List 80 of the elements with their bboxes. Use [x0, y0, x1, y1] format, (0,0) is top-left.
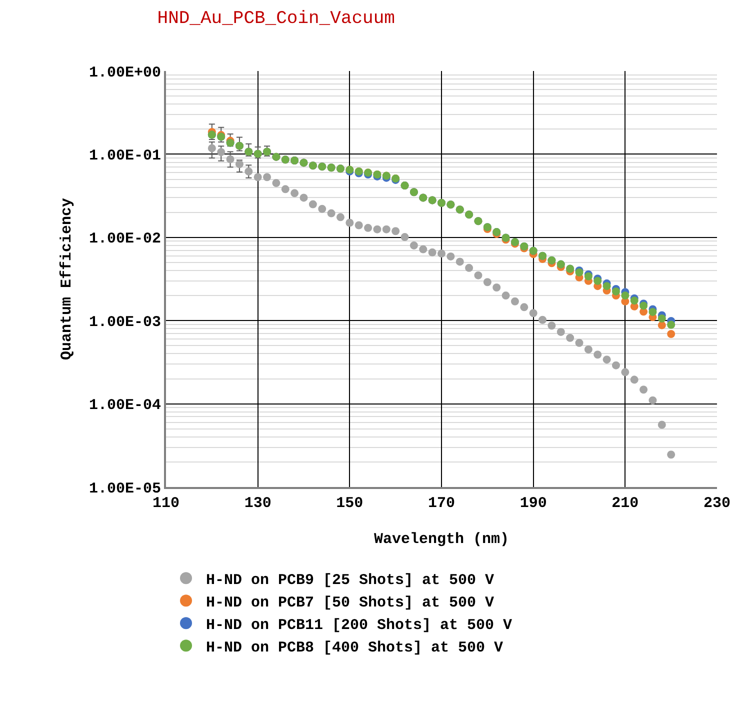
point	[235, 160, 244, 168]
point	[308, 200, 317, 208]
legend-label: H-ND on PCB9 [25 Shots] at 500 V	[206, 572, 494, 589]
point	[630, 296, 638, 305]
x-tick-label: 130	[244, 495, 272, 512]
point	[446, 252, 455, 260]
point	[658, 420, 666, 429]
point	[400, 233, 409, 242]
point	[566, 334, 574, 342]
point	[612, 361, 620, 370]
point	[621, 292, 630, 300]
point	[336, 213, 344, 222]
x-tick-label: 110	[152, 495, 180, 512]
point	[575, 338, 584, 347]
y-axis-title: Quantum Efficiency	[58, 198, 76, 360]
point	[419, 245, 428, 254]
y-tick-label: 1.00E+00	[88, 64, 161, 82]
point	[529, 309, 538, 318]
y-tick-label: 1.00E-05	[88, 480, 161, 498]
legend-label: H-ND on PCB8 [400 Shots] at 500 V	[206, 639, 504, 656]
point	[502, 292, 510, 300]
point	[318, 204, 326, 213]
point	[346, 218, 354, 227]
point	[226, 155, 234, 164]
point	[612, 287, 620, 296]
point	[658, 314, 666, 322]
point	[456, 258, 464, 266]
point	[594, 350, 602, 359]
point	[217, 148, 226, 156]
point	[254, 173, 262, 182]
point	[602, 356, 611, 364]
point	[354, 221, 363, 230]
point	[538, 316, 547, 324]
point	[272, 179, 280, 188]
point	[465, 264, 474, 272]
point	[548, 322, 556, 330]
y-tick-label: 1.00E-01	[88, 147, 161, 164]
point	[263, 173, 272, 182]
point	[438, 250, 446, 258]
point	[492, 283, 501, 292]
point	[382, 225, 390, 234]
point	[410, 241, 418, 250]
point	[244, 167, 253, 176]
point	[584, 345, 592, 354]
point	[483, 278, 492, 286]
point	[667, 330, 676, 338]
point	[392, 227, 400, 236]
point	[364, 224, 372, 232]
point	[658, 321, 666, 330]
x-tick-label: 190	[520, 495, 547, 512]
point	[327, 209, 336, 218]
point	[428, 248, 436, 256]
legend-label: H-ND on PCB11 [200 Shots] at 500 V	[206, 616, 512, 634]
point	[640, 386, 648, 394]
x-tick-label: 210	[612, 495, 639, 512]
point	[281, 185, 290, 194]
point	[520, 303, 528, 312]
y-tick-label: 1.00E-02	[88, 230, 161, 248]
x-tick-label: 170	[428, 495, 456, 512]
point	[667, 450, 676, 459]
point	[602, 282, 611, 290]
point	[510, 297, 519, 306]
point	[300, 194, 308, 202]
point	[556, 328, 565, 336]
x-tick-label: 150	[336, 495, 364, 512]
point	[621, 368, 630, 376]
point	[290, 189, 299, 198]
point	[474, 271, 482, 280]
point	[208, 144, 216, 152]
point	[373, 225, 382, 234]
x-tick-label: 230	[703, 495, 731, 512]
y-tick-label: 1.00E-04	[88, 397, 161, 414]
chart-title: HND_Au_PCB_Coin_Vacuum	[157, 9, 395, 30]
point	[648, 396, 657, 404]
point	[667, 320, 676, 329]
x-axis-title: Wavelength (nm)	[374, 531, 510, 548]
point	[648, 308, 657, 316]
legend-label: H-ND on PCB7 [50 Shots] at 500 V	[206, 594, 494, 612]
point	[630, 376, 638, 384]
y-tick-label: 1.00E-03	[88, 314, 161, 331]
